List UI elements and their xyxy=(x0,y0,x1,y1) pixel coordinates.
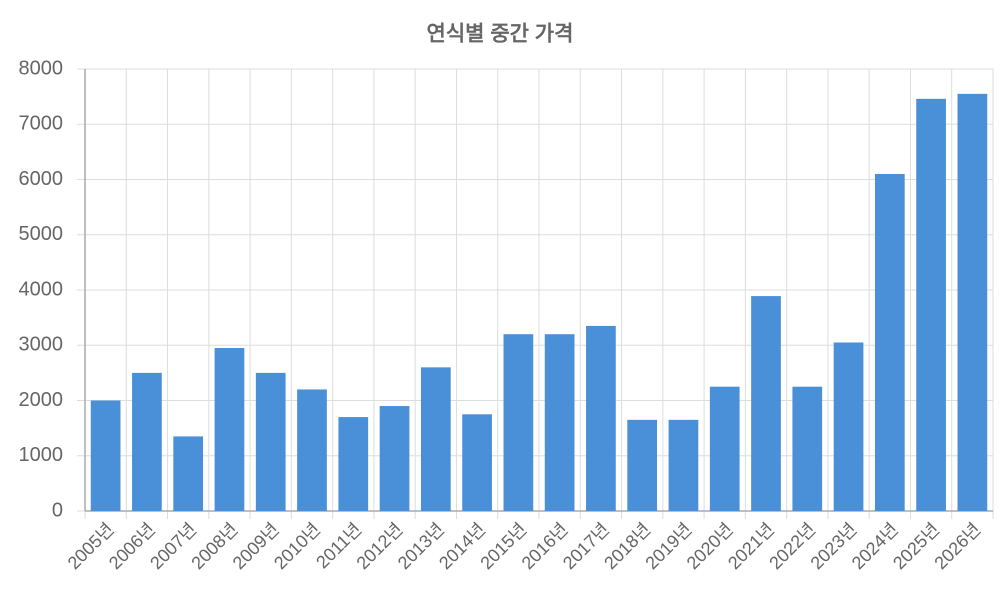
bar xyxy=(503,334,534,511)
bar xyxy=(90,400,121,511)
bar xyxy=(709,386,740,511)
bar xyxy=(338,417,369,511)
y-tick-label: 3000 xyxy=(19,334,64,356)
bar xyxy=(586,325,616,511)
x-tick-label: 2010년 xyxy=(270,519,324,573)
bar xyxy=(420,367,451,511)
bar xyxy=(627,419,658,511)
bar xyxy=(544,334,575,511)
y-tick-label: 5000 xyxy=(19,223,64,245)
bar xyxy=(916,98,946,512)
y-tick-label: 0 xyxy=(52,499,63,521)
x-tick-label: 2026년 xyxy=(930,519,984,573)
bar xyxy=(874,173,905,511)
y-tick-label: 6000 xyxy=(19,168,64,190)
bar xyxy=(957,93,988,512)
bar xyxy=(833,342,864,511)
y-tick-label: 8000 xyxy=(19,57,64,79)
bar xyxy=(792,386,823,511)
y-tick-label: 2000 xyxy=(19,389,64,411)
y-tick-label: 1000 xyxy=(19,444,64,466)
bar xyxy=(255,372,286,511)
bar xyxy=(173,436,204,511)
bar xyxy=(379,406,410,511)
chart-title: 연식별 중간 가격 xyxy=(427,23,574,46)
bar xyxy=(751,296,781,511)
bar xyxy=(297,389,327,511)
bar xyxy=(132,372,162,511)
y-tick-label: 4000 xyxy=(19,278,64,300)
bar xyxy=(668,419,699,511)
y-tick-label: 7000 xyxy=(19,113,64,135)
bar xyxy=(462,414,492,511)
bar xyxy=(214,348,245,511)
